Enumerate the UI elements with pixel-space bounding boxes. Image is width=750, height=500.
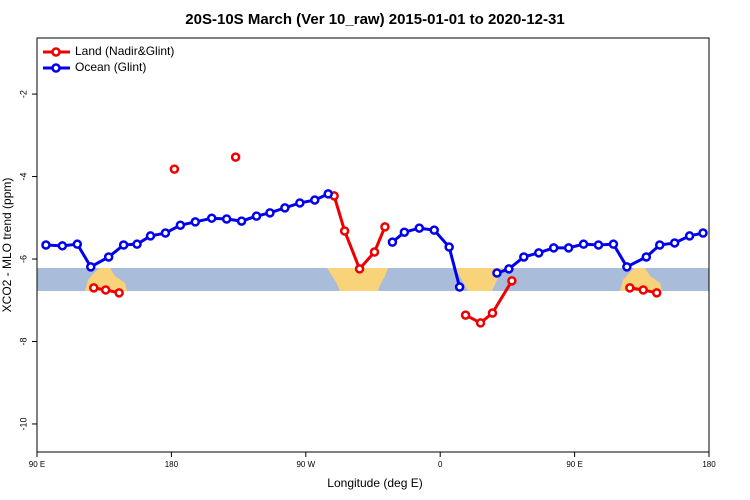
data-point xyxy=(414,223,425,233)
data-point xyxy=(444,242,454,252)
y-tick-label: -4 xyxy=(18,173,28,181)
data-point xyxy=(669,238,680,248)
data-point xyxy=(507,276,517,286)
x-tick-label: 180 xyxy=(702,460,716,469)
data-point xyxy=(354,264,365,274)
data-point xyxy=(132,239,142,249)
data-point xyxy=(118,240,129,250)
data-point xyxy=(230,152,241,162)
data-point xyxy=(698,228,708,238)
data-point xyxy=(563,243,574,253)
x-axis-label: Longitude (deg E) xyxy=(327,476,422,490)
land-band xyxy=(327,268,388,291)
legend-label: Ocean (Glint) xyxy=(75,60,146,74)
x-tick-label: 0 xyxy=(438,460,443,469)
data-point xyxy=(487,308,498,318)
data-point xyxy=(429,225,439,235)
data-point xyxy=(169,164,180,174)
data-point xyxy=(339,226,350,236)
data-point xyxy=(654,240,665,250)
data-point xyxy=(475,318,486,328)
y-axis-label: XCO2 - MLO trend (ppm) xyxy=(0,178,14,313)
y-tick-label: -10 xyxy=(18,417,28,430)
data-point xyxy=(57,241,68,251)
y-tick-label: -8 xyxy=(18,337,28,345)
data-point xyxy=(578,239,589,249)
data-point xyxy=(399,227,410,237)
legend-marker xyxy=(51,47,61,57)
data-point xyxy=(295,198,305,208)
background-map xyxy=(37,268,709,291)
data-point xyxy=(265,208,275,218)
data-point xyxy=(593,240,604,250)
x-tick-label: 90 E xyxy=(29,460,45,469)
x-tick-label: 90 E xyxy=(566,460,582,469)
series-line xyxy=(93,195,658,325)
data-point xyxy=(221,214,232,224)
data-point xyxy=(651,288,662,298)
data-point xyxy=(625,283,635,293)
data-point xyxy=(519,252,529,262)
data-point xyxy=(369,247,380,257)
data-point xyxy=(103,252,114,262)
data-point xyxy=(454,282,465,292)
data-point xyxy=(380,222,390,232)
data-point xyxy=(534,248,544,258)
y-tick-label: -2 xyxy=(18,90,28,98)
x-tick-label: 90 W xyxy=(296,460,315,469)
data-point xyxy=(88,283,99,293)
data-point xyxy=(323,189,333,199)
data-point xyxy=(504,264,514,274)
data-point xyxy=(280,203,290,213)
data-point xyxy=(145,231,156,241)
data-point xyxy=(175,220,186,230)
data-point xyxy=(622,262,632,272)
data-point xyxy=(548,243,559,253)
data-point xyxy=(251,211,262,221)
x-tick-label: 180 xyxy=(165,460,179,469)
legend-marker xyxy=(51,63,61,73)
data-point xyxy=(638,285,649,295)
chart-title: 20S-10S March (Ver 10_raw) 2015-01-01 to… xyxy=(185,11,564,28)
data-point xyxy=(684,231,695,241)
data-point xyxy=(641,252,652,262)
data-point xyxy=(236,216,247,226)
data-point xyxy=(41,240,51,250)
data-point xyxy=(114,288,124,298)
plot-frame xyxy=(36,37,710,453)
data-point xyxy=(492,268,502,278)
data-point xyxy=(100,285,111,295)
data-point xyxy=(387,237,398,247)
data-point xyxy=(72,239,83,249)
data-point xyxy=(460,310,471,320)
data-point xyxy=(206,213,217,223)
data-point xyxy=(608,239,619,249)
legend-label: Land (Nadir&Glint) xyxy=(75,44,174,58)
data-point xyxy=(190,217,201,227)
y-tick-label: -6 xyxy=(18,255,28,263)
data-point xyxy=(160,228,171,238)
data-point xyxy=(310,195,320,205)
data-point xyxy=(86,262,96,272)
